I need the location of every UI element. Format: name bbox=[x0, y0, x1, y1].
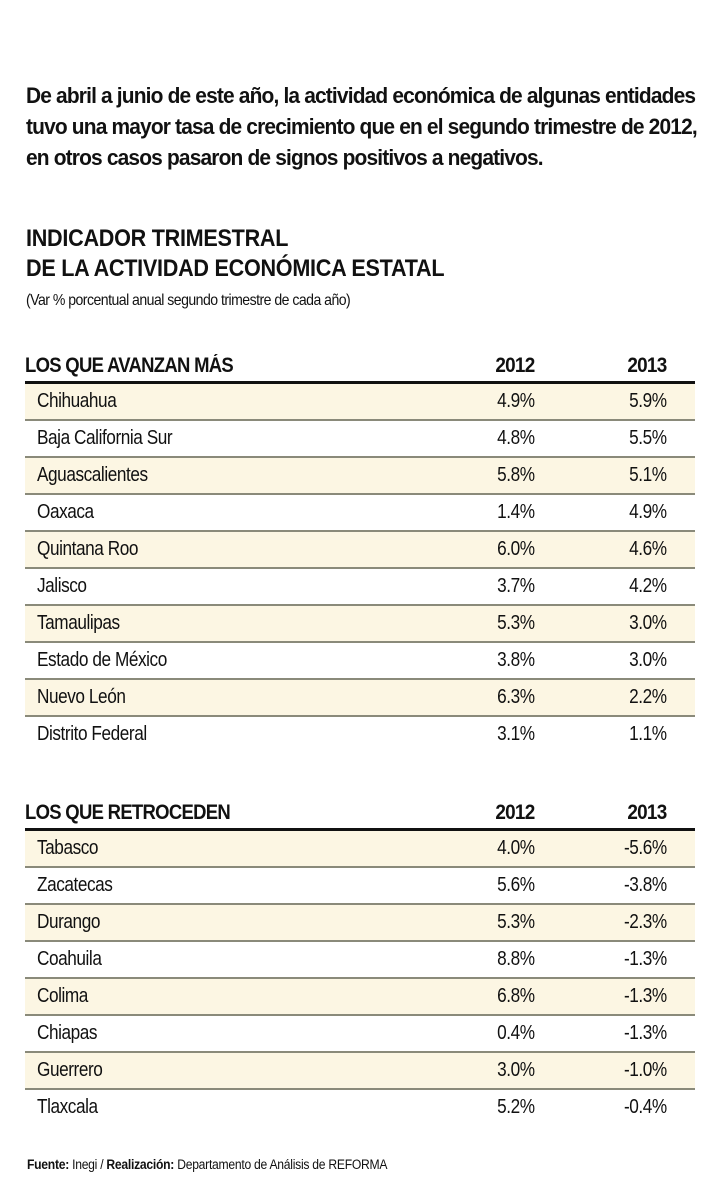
state-name: Coahuila bbox=[37, 948, 102, 970]
value-2012: 6.3% bbox=[497, 686, 536, 708]
table-row: Zacatecas 5.6% -3.8% bbox=[25, 868, 695, 905]
table-row: Tamaulipas 5.3% 3.0% bbox=[25, 606, 695, 643]
value-2013: 4.9% bbox=[629, 501, 668, 523]
column-header-2013: 2013 bbox=[627, 801, 668, 824]
title-line-1: INDICADOR TRIMESTRAL bbox=[26, 225, 289, 252]
table-row: Estado de México 3.8% 3.0% bbox=[25, 643, 695, 680]
table-row: Oaxaca 1.4% 4.9% bbox=[25, 495, 695, 532]
value-2013: 4.2% bbox=[629, 575, 668, 597]
value-2013: 5.5% bbox=[629, 427, 668, 449]
value-2013: 1.1% bbox=[629, 723, 668, 745]
value-2012: 4.9% bbox=[497, 390, 536, 412]
value-2013: 2.2% bbox=[629, 686, 668, 708]
table-row: Coahuila 8.8% -1.3% bbox=[25, 942, 695, 979]
table-row: Nuevo León 6.3% 2.2% bbox=[25, 680, 695, 717]
subtitle: (Var % porcentual anual segundo trimestr… bbox=[26, 292, 351, 309]
column-header-2012: 2012 bbox=[495, 801, 536, 824]
value-2012: 3.1% bbox=[497, 723, 536, 745]
state-name: Aguascalientes bbox=[37, 464, 148, 486]
value-2012: 5.8% bbox=[497, 464, 536, 486]
table-row: Chihuahua 4.9% 5.9% bbox=[25, 384, 695, 421]
value-2013: -3.8% bbox=[624, 874, 667, 896]
table-row: Aguascalientes 5.8% 5.1% bbox=[25, 458, 695, 495]
credit-value: Departamento de Análisis de REFORMA bbox=[177, 1157, 388, 1172]
table-row: Jalisco 3.7% 4.2% bbox=[25, 569, 695, 606]
section-advancing: LOS QUE AVANZAN MÁS 2012 2013 Chihuahua 4… bbox=[25, 345, 695, 752]
value-2012: 0.4% bbox=[497, 1022, 536, 1044]
table-row: Tlaxcala 5.2% -0.4% bbox=[25, 1090, 695, 1125]
state-name: Jalisco bbox=[37, 575, 87, 597]
value-2012: 6.0% bbox=[497, 538, 536, 560]
state-name: Chihuahua bbox=[37, 390, 117, 412]
state-name: Distrito Federal bbox=[37, 723, 147, 745]
state-name: Zacatecas bbox=[37, 874, 113, 896]
value-2013: -1.3% bbox=[624, 948, 667, 970]
value-2012: 5.3% bbox=[497, 612, 536, 634]
footer-credits: Fuente: Inegi / Realización: Departament… bbox=[27, 1157, 387, 1172]
state-name: Guerrero bbox=[37, 1059, 103, 1081]
section-label: LOS QUE RETROCEDEN bbox=[25, 801, 231, 824]
value-2013: -1.3% bbox=[624, 1022, 667, 1044]
value-2013: 3.0% bbox=[629, 612, 668, 634]
value-2013: -1.0% bbox=[624, 1059, 667, 1081]
title-line-2: DE LA ACTIVIDAD ECONÓMICA ESTATAL bbox=[26, 255, 445, 282]
table-row: Quintana Roo 6.0% 4.6% bbox=[25, 532, 695, 569]
value-2012: 4.0% bbox=[497, 837, 536, 859]
value-2012: 3.0% bbox=[497, 1059, 536, 1081]
value-2012: 5.6% bbox=[497, 874, 536, 896]
value-2013: -5.6% bbox=[624, 837, 667, 859]
value-2013: 5.9% bbox=[629, 390, 668, 412]
separator: / bbox=[100, 1157, 104, 1172]
table-row: Chiapas 0.4% -1.3% bbox=[25, 1016, 695, 1053]
value-2013: -1.3% bbox=[624, 985, 667, 1007]
value-2013: 5.1% bbox=[629, 464, 668, 486]
state-name: Quintana Roo bbox=[37, 538, 138, 560]
value-2013: -0.4% bbox=[624, 1096, 667, 1118]
value-2012: 1.4% bbox=[497, 501, 536, 523]
section-header: LOS QUE AVANZAN MÁS 2012 2013 bbox=[25, 345, 695, 384]
table-row: Distrito Federal 3.1% 1.1% bbox=[25, 717, 695, 752]
state-name: Tabasco bbox=[37, 837, 99, 859]
state-name: Baja California Sur bbox=[37, 427, 173, 449]
value-2013: -2.3% bbox=[624, 911, 667, 933]
value-2012: 3.8% bbox=[497, 649, 536, 671]
value-2012: 5.2% bbox=[497, 1096, 536, 1118]
value-2012: 4.8% bbox=[497, 427, 536, 449]
credit-label: Realización: bbox=[106, 1157, 175, 1172]
table-row: Baja California Sur 4.8% 5.5% bbox=[25, 421, 695, 458]
state-name: Oaxaca bbox=[37, 501, 94, 523]
column-header-2012: 2012 bbox=[495, 354, 536, 377]
value-2012: 6.8% bbox=[497, 985, 536, 1007]
table-body: Chihuahua 4.9% 5.9% Baja California Sur 4.8%… bbox=[25, 384, 695, 752]
intro-paragraph: De abril a junio de este año, la activid… bbox=[26, 83, 698, 170]
value-2012: 5.3% bbox=[497, 911, 536, 933]
value-2013: 3.0% bbox=[629, 649, 668, 671]
state-name: Nuevo León bbox=[37, 686, 126, 708]
value-2012: 3.7% bbox=[497, 575, 536, 597]
chart-title: INDICADOR TRIMESTRAL DE LA ACTIVIDAD ECO… bbox=[26, 224, 445, 284]
state-name: Colima bbox=[37, 985, 88, 1007]
state-name: Estado de México bbox=[37, 649, 167, 671]
source-value: Inegi bbox=[72, 1157, 98, 1172]
value-2012: 8.8% bbox=[497, 948, 536, 970]
section-retreating: LOS QUE RETROCEDEN 2012 2013 Tabasco 4.0%… bbox=[25, 792, 695, 1125]
state-name: Durango bbox=[37, 911, 100, 933]
table-row: Durango 5.3% -2.3% bbox=[25, 905, 695, 942]
section-header: LOS QUE RETROCEDEN 2012 2013 bbox=[25, 792, 695, 831]
table-row: Tabasco 4.0% -5.6% bbox=[25, 831, 695, 868]
state-name: Chiapas bbox=[37, 1022, 98, 1044]
source-label: Fuente: bbox=[27, 1157, 69, 1172]
table-row: Colima 6.8% -1.3% bbox=[25, 979, 695, 1016]
table-row: Guerrero 3.0% -1.0% bbox=[25, 1053, 695, 1090]
state-name: Tamaulipas bbox=[37, 612, 120, 634]
table-body: Tabasco 4.0% -5.6% Zacatecas 5.6% -3.8% Durang… bbox=[25, 831, 695, 1125]
section-label: LOS QUE AVANZAN MÁS bbox=[25, 354, 234, 377]
state-name: Tlaxcala bbox=[37, 1096, 98, 1118]
column-header-2013: 2013 bbox=[627, 354, 668, 377]
value-2013: 4.6% bbox=[629, 538, 668, 560]
